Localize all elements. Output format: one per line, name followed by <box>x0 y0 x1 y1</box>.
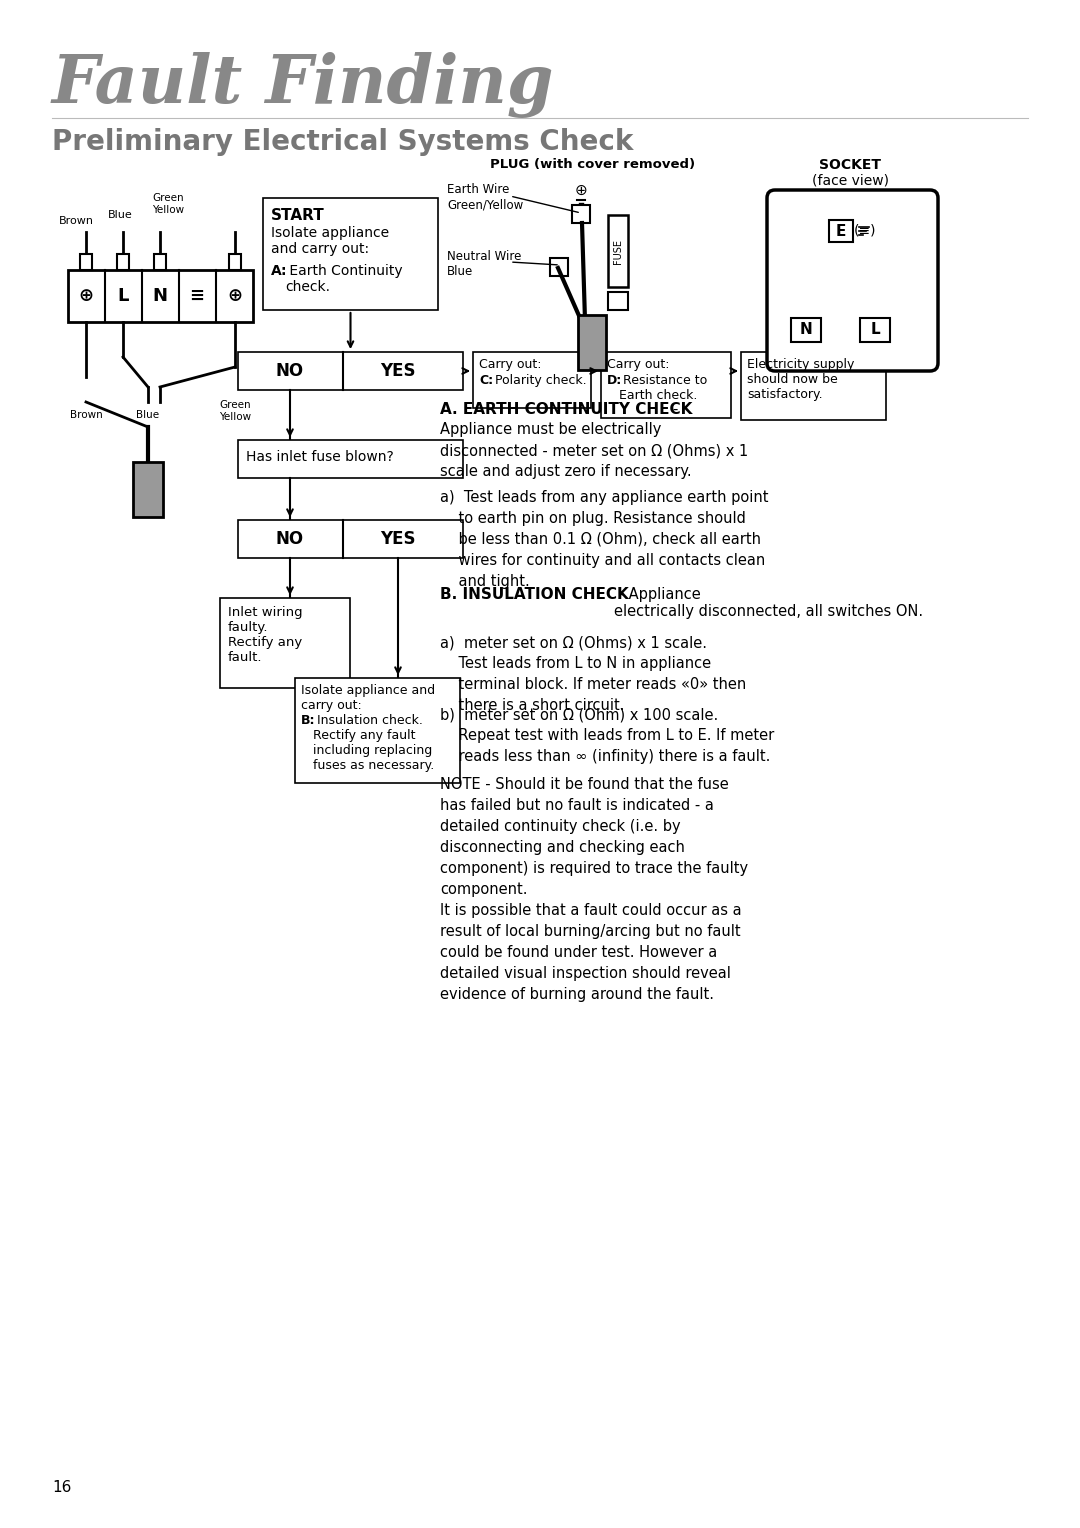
Text: PLUG (with cover removed): PLUG (with cover removed) <box>490 157 696 171</box>
Bar <box>572 205 590 223</box>
Text: a)  meter set on Ω (Ohms) x 1 scale.
    Test leads from L to N in appliance
   : a) meter set on Ω (Ohms) x 1 scale. Test… <box>440 636 746 714</box>
Text: ⊕: ⊕ <box>228 287 243 306</box>
Text: Blue: Blue <box>108 209 133 220</box>
Bar <box>578 315 606 370</box>
Bar <box>238 351 463 390</box>
Text: (≡): (≡) <box>854 225 876 238</box>
Text: FUSE: FUSE <box>613 238 623 263</box>
Bar <box>791 318 821 342</box>
Bar <box>238 520 463 558</box>
Text: a)  Test leads from any appliance earth point
    to earth pin on plug. Resistan: a) Test leads from any appliance earth p… <box>440 490 769 588</box>
Bar <box>608 215 627 287</box>
Text: (face view): (face view) <box>811 174 889 188</box>
Bar <box>154 254 166 270</box>
Text: Preliminary Electrical Systems Check: Preliminary Electrical Systems Check <box>52 128 633 156</box>
Bar <box>473 351 591 408</box>
Text: START: START <box>271 208 325 223</box>
Bar <box>133 461 163 516</box>
Bar <box>741 351 886 420</box>
Bar <box>238 440 463 478</box>
Text: Green
Yellow: Green Yellow <box>219 400 251 422</box>
FancyBboxPatch shape <box>767 189 939 371</box>
Bar <box>68 270 253 322</box>
Text: YES: YES <box>380 530 416 549</box>
Bar <box>229 254 241 270</box>
Text: NO: NO <box>275 530 305 549</box>
Text: A. EARTH CONTINUITY CHECK: A. EARTH CONTINUITY CHECK <box>440 402 692 417</box>
Text: Blue: Blue <box>136 410 160 420</box>
Bar <box>80 254 92 270</box>
Text: Brown: Brown <box>58 215 94 226</box>
Text: Has inlet fuse blown?: Has inlet fuse blown? <box>246 451 394 465</box>
Text: - Appliance
electrically disconnected, all switches ON.: - Appliance electrically disconnected, a… <box>615 587 923 619</box>
Text: Neutral Wire
Blue: Neutral Wire Blue <box>447 251 522 278</box>
Text: 16: 16 <box>52 1481 71 1494</box>
Bar <box>608 292 627 310</box>
Text: Isolate appliance
and carry out:: Isolate appliance and carry out: <box>271 226 389 257</box>
Text: Electricity supply
should now be
satisfactory.: Electricity supply should now be satisfa… <box>747 358 854 400</box>
Text: L: L <box>118 287 129 306</box>
Text: Insulation check.
Rectify any fault
including replacing
fuses as necessary.: Insulation check. Rectify any fault incl… <box>313 714 434 772</box>
Text: E: E <box>836 223 847 238</box>
Text: Polarity check.: Polarity check. <box>491 374 586 387</box>
Text: B:: B: <box>301 714 315 727</box>
Bar <box>550 258 568 277</box>
Text: Green
Yellow: Green Yellow <box>152 194 184 215</box>
Bar <box>220 597 350 688</box>
Text: ≡: ≡ <box>189 287 204 306</box>
Bar <box>264 199 438 310</box>
Text: NOTE - Should it be found that the fuse
has failed but no fault is indicated - a: NOTE - Should it be found that the fuse … <box>440 778 748 1002</box>
Text: ⊕: ⊕ <box>79 287 94 306</box>
Text: SOCKET: SOCKET <box>819 157 881 173</box>
Text: Inlet wiring
faulty.
Rectify any
fault.: Inlet wiring faulty. Rectify any fault. <box>228 607 302 665</box>
Text: C:: C: <box>480 374 494 387</box>
Text: Brown: Brown <box>69 410 103 420</box>
Text: YES: YES <box>380 362 416 380</box>
Bar <box>600 351 731 419</box>
Text: Earth Continuity
check.: Earth Continuity check. <box>285 264 403 295</box>
Text: NO: NO <box>275 362 305 380</box>
Text: D:: D: <box>607 374 622 387</box>
Bar <box>829 220 853 241</box>
Text: L: L <box>870 322 880 338</box>
Text: Resistance to
Earth check.: Resistance to Earth check. <box>619 374 707 402</box>
Text: -: - <box>669 402 678 417</box>
Text: Appliance must be electrically
disconnected - meter set on Ω (Ohms) x 1
scale an: Appliance must be electrically disconnec… <box>440 422 748 478</box>
Text: b)  meter set on Ω (Ohm) x 100 scale.
    Repeat test with leads from L to E. If: b) meter set on Ω (Ohm) x 100 scale. Rep… <box>440 707 774 764</box>
Bar <box>295 678 460 782</box>
Bar <box>860 318 890 342</box>
Text: N: N <box>152 287 167 306</box>
Bar <box>117 254 129 270</box>
Text: A:: A: <box>271 264 287 278</box>
Text: ⊕: ⊕ <box>575 183 588 199</box>
Text: B. INSULATION CHECK: B. INSULATION CHECK <box>440 587 629 602</box>
Text: Isolate appliance and
carry out:: Isolate appliance and carry out: <box>301 685 435 712</box>
Text: Fault Finding: Fault Finding <box>52 52 554 118</box>
Text: Carry out:: Carry out: <box>480 358 541 371</box>
Text: N: N <box>799 322 812 338</box>
Text: Carry out:: Carry out: <box>607 358 670 371</box>
Text: Earth Wire
Green/Yellow: Earth Wire Green/Yellow <box>447 183 523 211</box>
